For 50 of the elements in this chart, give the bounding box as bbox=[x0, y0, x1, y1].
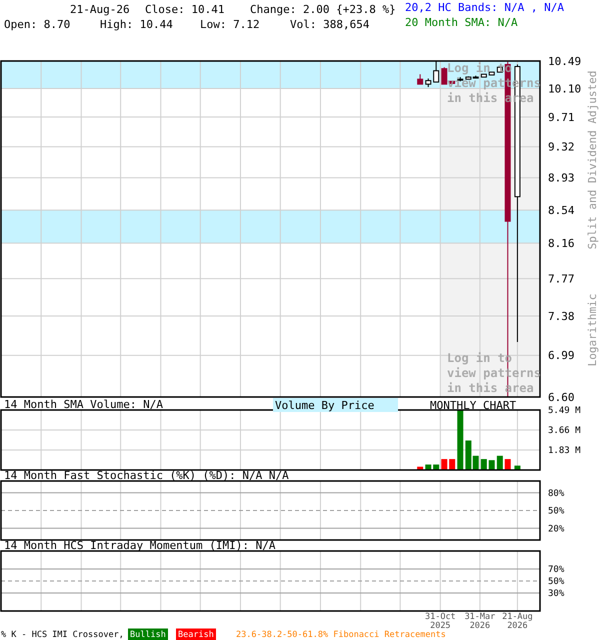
y-tick-label: 50% bbox=[548, 506, 565, 517]
text: Change: 2.00 {+23.8 %} bbox=[250, 3, 396, 16]
bar bbox=[417, 466, 424, 470]
y-tick-label: 7.77 bbox=[548, 272, 574, 286]
chart-title: 14 Month Fast Stochastic (%K) (%D): N/A N/A bbox=[4, 469, 290, 482]
text: High: 10.44 bbox=[100, 18, 174, 31]
y-tick-label: 20% bbox=[548, 524, 565, 534]
x-tick-label: 31-Mar 2026 bbox=[464, 612, 496, 631]
y-tick-label: 8.54 bbox=[548, 204, 575, 217]
chart-title: 14 Month SMA Volume: N/A bbox=[4, 398, 164, 411]
text: Open: 8.70 bbox=[4, 18, 70, 31]
bar bbox=[514, 466, 520, 470]
y-tick-label: 10.10 bbox=[548, 82, 582, 96]
y-tick-label: 50% bbox=[548, 577, 565, 588]
y-tick-label: 7.38 bbox=[548, 310, 574, 323]
y-tick-label: 70% bbox=[548, 565, 565, 576]
y-tick-label: 8.16 bbox=[548, 236, 574, 250]
candlestick bbox=[417, 74, 424, 85]
x-tick-label: 31-Oct 2025 bbox=[424, 612, 456, 631]
chart-title: 14 Month HCS Intraday Momentum (IMI): N/A bbox=[4, 539, 276, 552]
bar bbox=[496, 456, 503, 470]
text: Close: 10.41 bbox=[145, 3, 224, 16]
y-tick-label: 8.93 bbox=[548, 172, 574, 185]
bar bbox=[457, 410, 464, 470]
y-tick-label: 10.49 bbox=[548, 54, 582, 68]
text: 21-Aug-26 bbox=[70, 3, 130, 16]
text: 20 Month SMA: N/A bbox=[405, 16, 518, 29]
text: Bearish bbox=[178, 630, 214, 640]
y-tick-label: 1.83 M bbox=[548, 446, 582, 456]
y-tick-label: 30% bbox=[548, 589, 565, 600]
y-tick-label: 80% bbox=[548, 488, 565, 499]
y-tick-label: 5.49 M bbox=[548, 406, 582, 416]
annotation: MONTHLY CHART bbox=[430, 399, 516, 412]
annotation: Volume By Price bbox=[275, 399, 374, 412]
y-tick-label: 9.32 bbox=[548, 140, 574, 154]
text: 20,2 HC Bands: N/A , N/A bbox=[405, 1, 564, 14]
text: Split and Dividend Adjusted bbox=[586, 70, 599, 250]
text: Vol: 388,654 bbox=[290, 18, 370, 31]
text: % K - HCS IMI Crossover, bbox=[1, 630, 124, 640]
x-tick-label: 21-Aug 2026 bbox=[502, 612, 533, 631]
text: Low: 7.12 bbox=[200, 18, 260, 31]
text: Logarithmic bbox=[586, 294, 599, 366]
y-tick-label: 3.66 M bbox=[548, 426, 582, 436]
text: Bullish bbox=[130, 630, 166, 640]
text: 23.6-38.2-50-61.8% Fibonacci Retracements bbox=[236, 630, 446, 640]
bar bbox=[504, 459, 511, 470]
y-tick-label: 6.60 bbox=[548, 390, 574, 404]
y-tick-label: 9.71 bbox=[548, 110, 574, 124]
y-tick-label: 6.99 bbox=[548, 349, 574, 362]
candlestick bbox=[441, 66, 448, 85]
